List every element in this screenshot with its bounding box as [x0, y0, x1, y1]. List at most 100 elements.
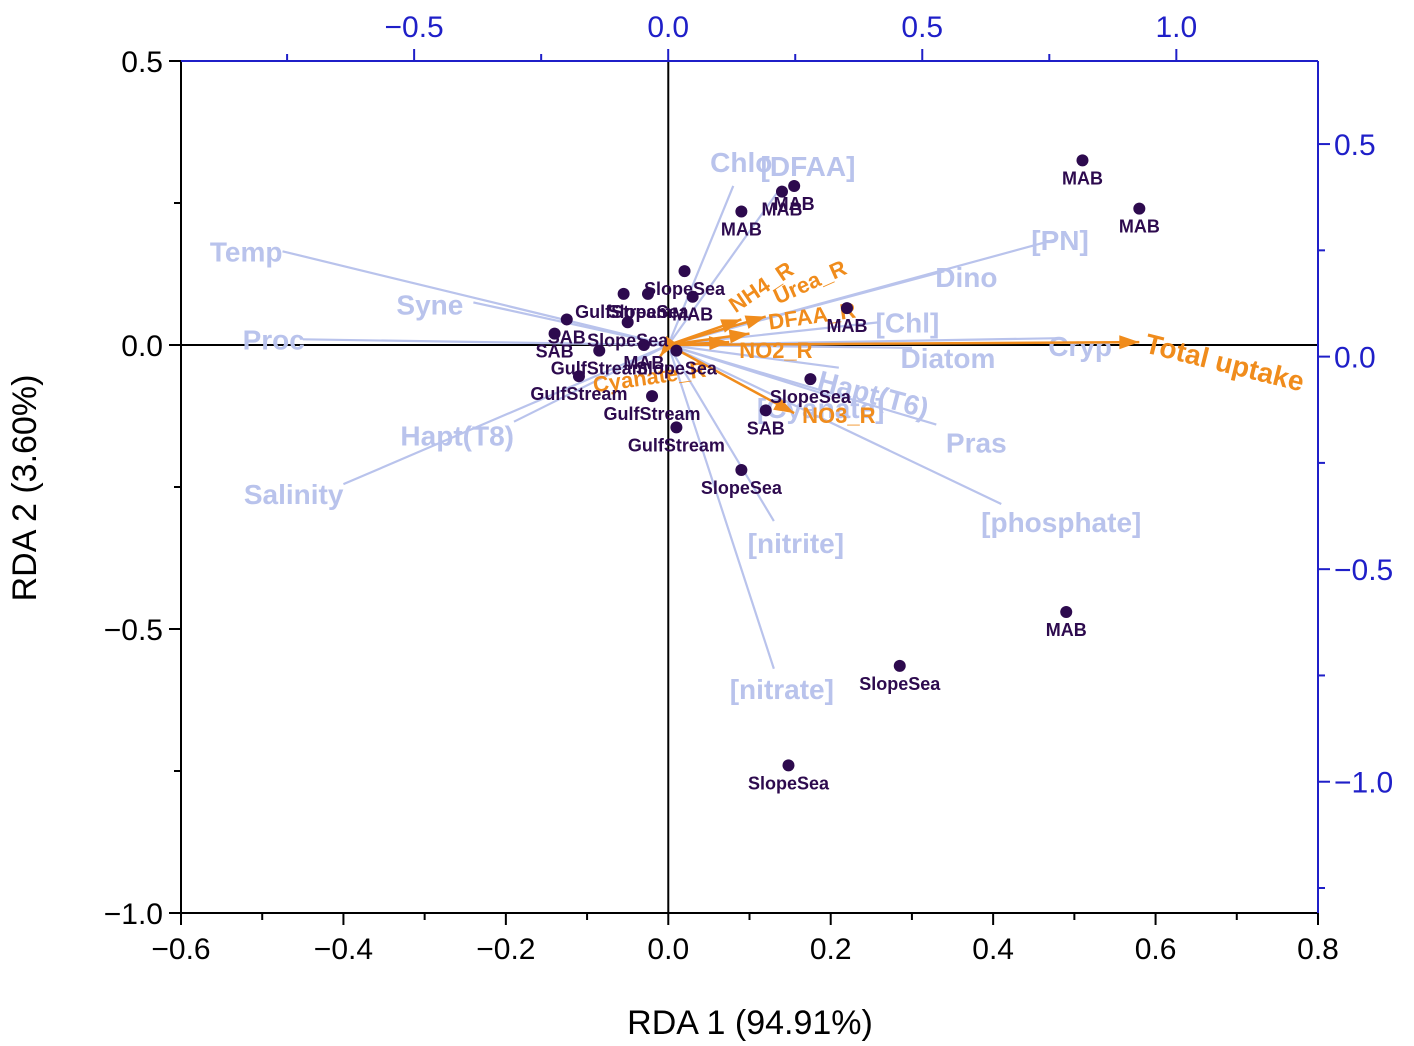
top-tick-label: 0.0: [647, 11, 689, 44]
site-label: SlopeSea: [859, 674, 941, 694]
x-axis-title: RDA 1 (94.91%): [627, 1004, 873, 1042]
y-tick-label: −1.0: [104, 898, 163, 931]
env-label: Diatom: [900, 343, 995, 374]
x-tick-label: 0.4: [972, 933, 1014, 966]
y-axis-title: RDA 2 (3.60%): [6, 375, 44, 602]
site-label: SlopeSea: [701, 478, 783, 498]
site-point: [735, 463, 748, 476]
site-label: MAB: [721, 220, 762, 240]
env-label: Temp: [210, 236, 283, 267]
resp-vector-nh4-r-arrowhead: [720, 319, 742, 333]
site-points: MABMABMABMABMABMABMABMABMABSlopeSeaSlope…: [530, 154, 1160, 793]
resp-vector-no2-r-arrowhead: [708, 336, 730, 351]
env-label: [Chl]: [876, 307, 940, 338]
env-vector--nitrate-: [667, 344, 775, 670]
x-tick-label: 0.0: [647, 933, 689, 966]
env-label: [nitrate]: [730, 674, 834, 705]
site-label: MAB: [761, 200, 802, 220]
resp-vector-no3-r: [667, 343, 795, 415]
site-point: [1133, 202, 1146, 215]
env-vector-temp: [282, 250, 669, 347]
site-label: MAB: [1119, 217, 1160, 237]
site-point: [893, 659, 906, 672]
site-point: [804, 373, 817, 386]
resp-vector-cyanate-r-arrowhead: [660, 336, 678, 357]
resp-vector-urea-r-arrowhead: [744, 315, 766, 329]
site-label: GulfStream: [530, 384, 627, 404]
x-tick-label: 0.8: [1297, 933, 1339, 966]
site-point: [593, 344, 606, 357]
site-label: GulfStream: [551, 359, 648, 379]
site-point: [560, 313, 573, 326]
env-label: Proc: [243, 324, 305, 355]
site-label: SlopeSea: [587, 330, 669, 350]
resp-vector-total-uptake: [668, 340, 1140, 347]
env-label: [nitrite]: [748, 528, 844, 559]
site-point: [759, 404, 772, 417]
site-point: [646, 390, 659, 403]
site-label: GulfStream: [575, 302, 672, 322]
environmental-vectors: Temp Syne Proc Salinity Hapt(T8) Chlo[DFAA] [P…: [210, 147, 1141, 705]
right-tick-label: −1.0: [1334, 767, 1393, 800]
site-label: MAB: [672, 305, 713, 325]
site-label: MAB: [1062, 168, 1103, 188]
site-label: SAB: [536, 342, 574, 362]
env-label: Dino: [935, 262, 997, 293]
site-label: MAB: [1046, 620, 1087, 640]
site-label: SlopeSea: [644, 279, 726, 299]
site-point: [548, 327, 561, 340]
top-tick-label: 1.0: [1155, 11, 1197, 44]
env-label: Chlo: [710, 147, 772, 178]
env-label: [PN]: [1031, 225, 1089, 256]
x-tick-label: −0.2: [476, 933, 535, 966]
site-label: GulfStream: [628, 435, 725, 455]
right-tick-label: 0.5: [1334, 129, 1376, 162]
site-point: [782, 759, 795, 772]
site-point: [840, 302, 853, 315]
env-vector--nitrite-: [667, 344, 775, 522]
y-tick-label: 0.5: [121, 46, 163, 79]
site-point: [735, 205, 748, 218]
site-label: SAB: [747, 418, 785, 438]
x-tick-label: 0.2: [810, 933, 852, 966]
top-tick-label: −0.5: [385, 11, 444, 44]
x-tick-label: −0.4: [314, 933, 373, 966]
site-point: [678, 265, 691, 278]
site-point: [621, 316, 634, 329]
site-label: MAB: [774, 194, 815, 214]
site-point: [788, 179, 801, 192]
site-label: GulfStream: [604, 404, 701, 424]
env-label: Syne: [396, 289, 463, 320]
right-tick-label: 0.0: [1334, 342, 1376, 375]
env-label: Pras: [946, 428, 1007, 459]
env-label: [phosphate]: [981, 507, 1141, 538]
env-vector-hapt-t6-: [668, 343, 839, 369]
site-point: [775, 185, 788, 198]
resp-vector-dfaa-r-arrowhead: [728, 329, 750, 344]
axes: −0.6 −0.4 −0.2 0.0 0.2 0.4 0.6 0.8 0.5 0.0 −0.5 −1.…: [104, 11, 1393, 966]
env-label: Salinity: [244, 479, 344, 510]
y-tick-label: 0.0: [121, 330, 163, 363]
resp-vector-no3-r-arrowhead: [773, 397, 795, 414]
env-vector--phosphate-: [667, 344, 1002, 506]
site-label: MAB: [623, 353, 664, 373]
env-label: Cryp: [1048, 331, 1112, 362]
right-tick-label: −0.5: [1334, 554, 1393, 587]
site-point: [637, 339, 650, 351]
site-label: SlopeSea: [770, 387, 852, 407]
site-label: MAB: [826, 316, 867, 336]
env-vector--dfaa-: [667, 185, 783, 346]
x-tick-label: −0.6: [151, 933, 210, 966]
top-tick-label: 0.5: [901, 11, 943, 44]
env-vector--cyanate-: [667, 343, 832, 398]
env-label: Hapt(T8): [400, 421, 514, 452]
site-point: [670, 421, 683, 434]
env-vector-hapt-t8-: [513, 344, 669, 423]
env-label: [DFAA]: [761, 151, 856, 182]
site-point: [641, 287, 654, 300]
resp-label: Total uptake: [1142, 328, 1308, 397]
resp-label: NO3_R: [802, 403, 875, 428]
site-point: [686, 290, 699, 303]
x-tick-label: 0.6: [1135, 933, 1177, 966]
y-tick-label: −0.5: [104, 614, 163, 647]
